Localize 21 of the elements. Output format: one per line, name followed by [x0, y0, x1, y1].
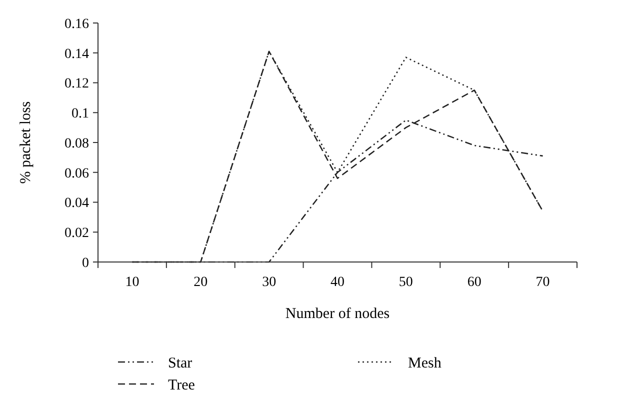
y-tick-label: 0.06 — [64, 166, 89, 182]
y-tick-label: 0.08 — [64, 136, 89, 152]
y-tick-label: 0.12 — [64, 76, 89, 92]
x-tick-label: 70 — [536, 275, 550, 290]
x-tick-label: 10 — [125, 275, 140, 290]
x-tick-label: 30 — [262, 275, 276, 290]
x-tick-label: 20 — [194, 275, 208, 290]
y-tick-label: 0.1 — [72, 106, 89, 122]
x-tick-label: 60 — [467, 275, 482, 290]
y-tick-label: 0 — [82, 256, 89, 271]
y-tick-label: 0.02 — [64, 226, 89, 242]
x-tick-label: 40 — [330, 275, 344, 290]
x-tick-label: 50 — [398, 275, 413, 290]
y-tick-label: 0.16 — [64, 16, 89, 32]
legend-label: Star — [168, 355, 192, 372]
x-axis-title: Number of nodes — [285, 306, 390, 322]
legend-label: Tree — [168, 377, 196, 394]
y-tick-label: 0.14 — [64, 46, 89, 62]
legend-label: Mesh — [408, 355, 442, 372]
y-axis-title: % packet loss — [18, 101, 34, 184]
y-tick-label: 0.04 — [64, 196, 89, 212]
